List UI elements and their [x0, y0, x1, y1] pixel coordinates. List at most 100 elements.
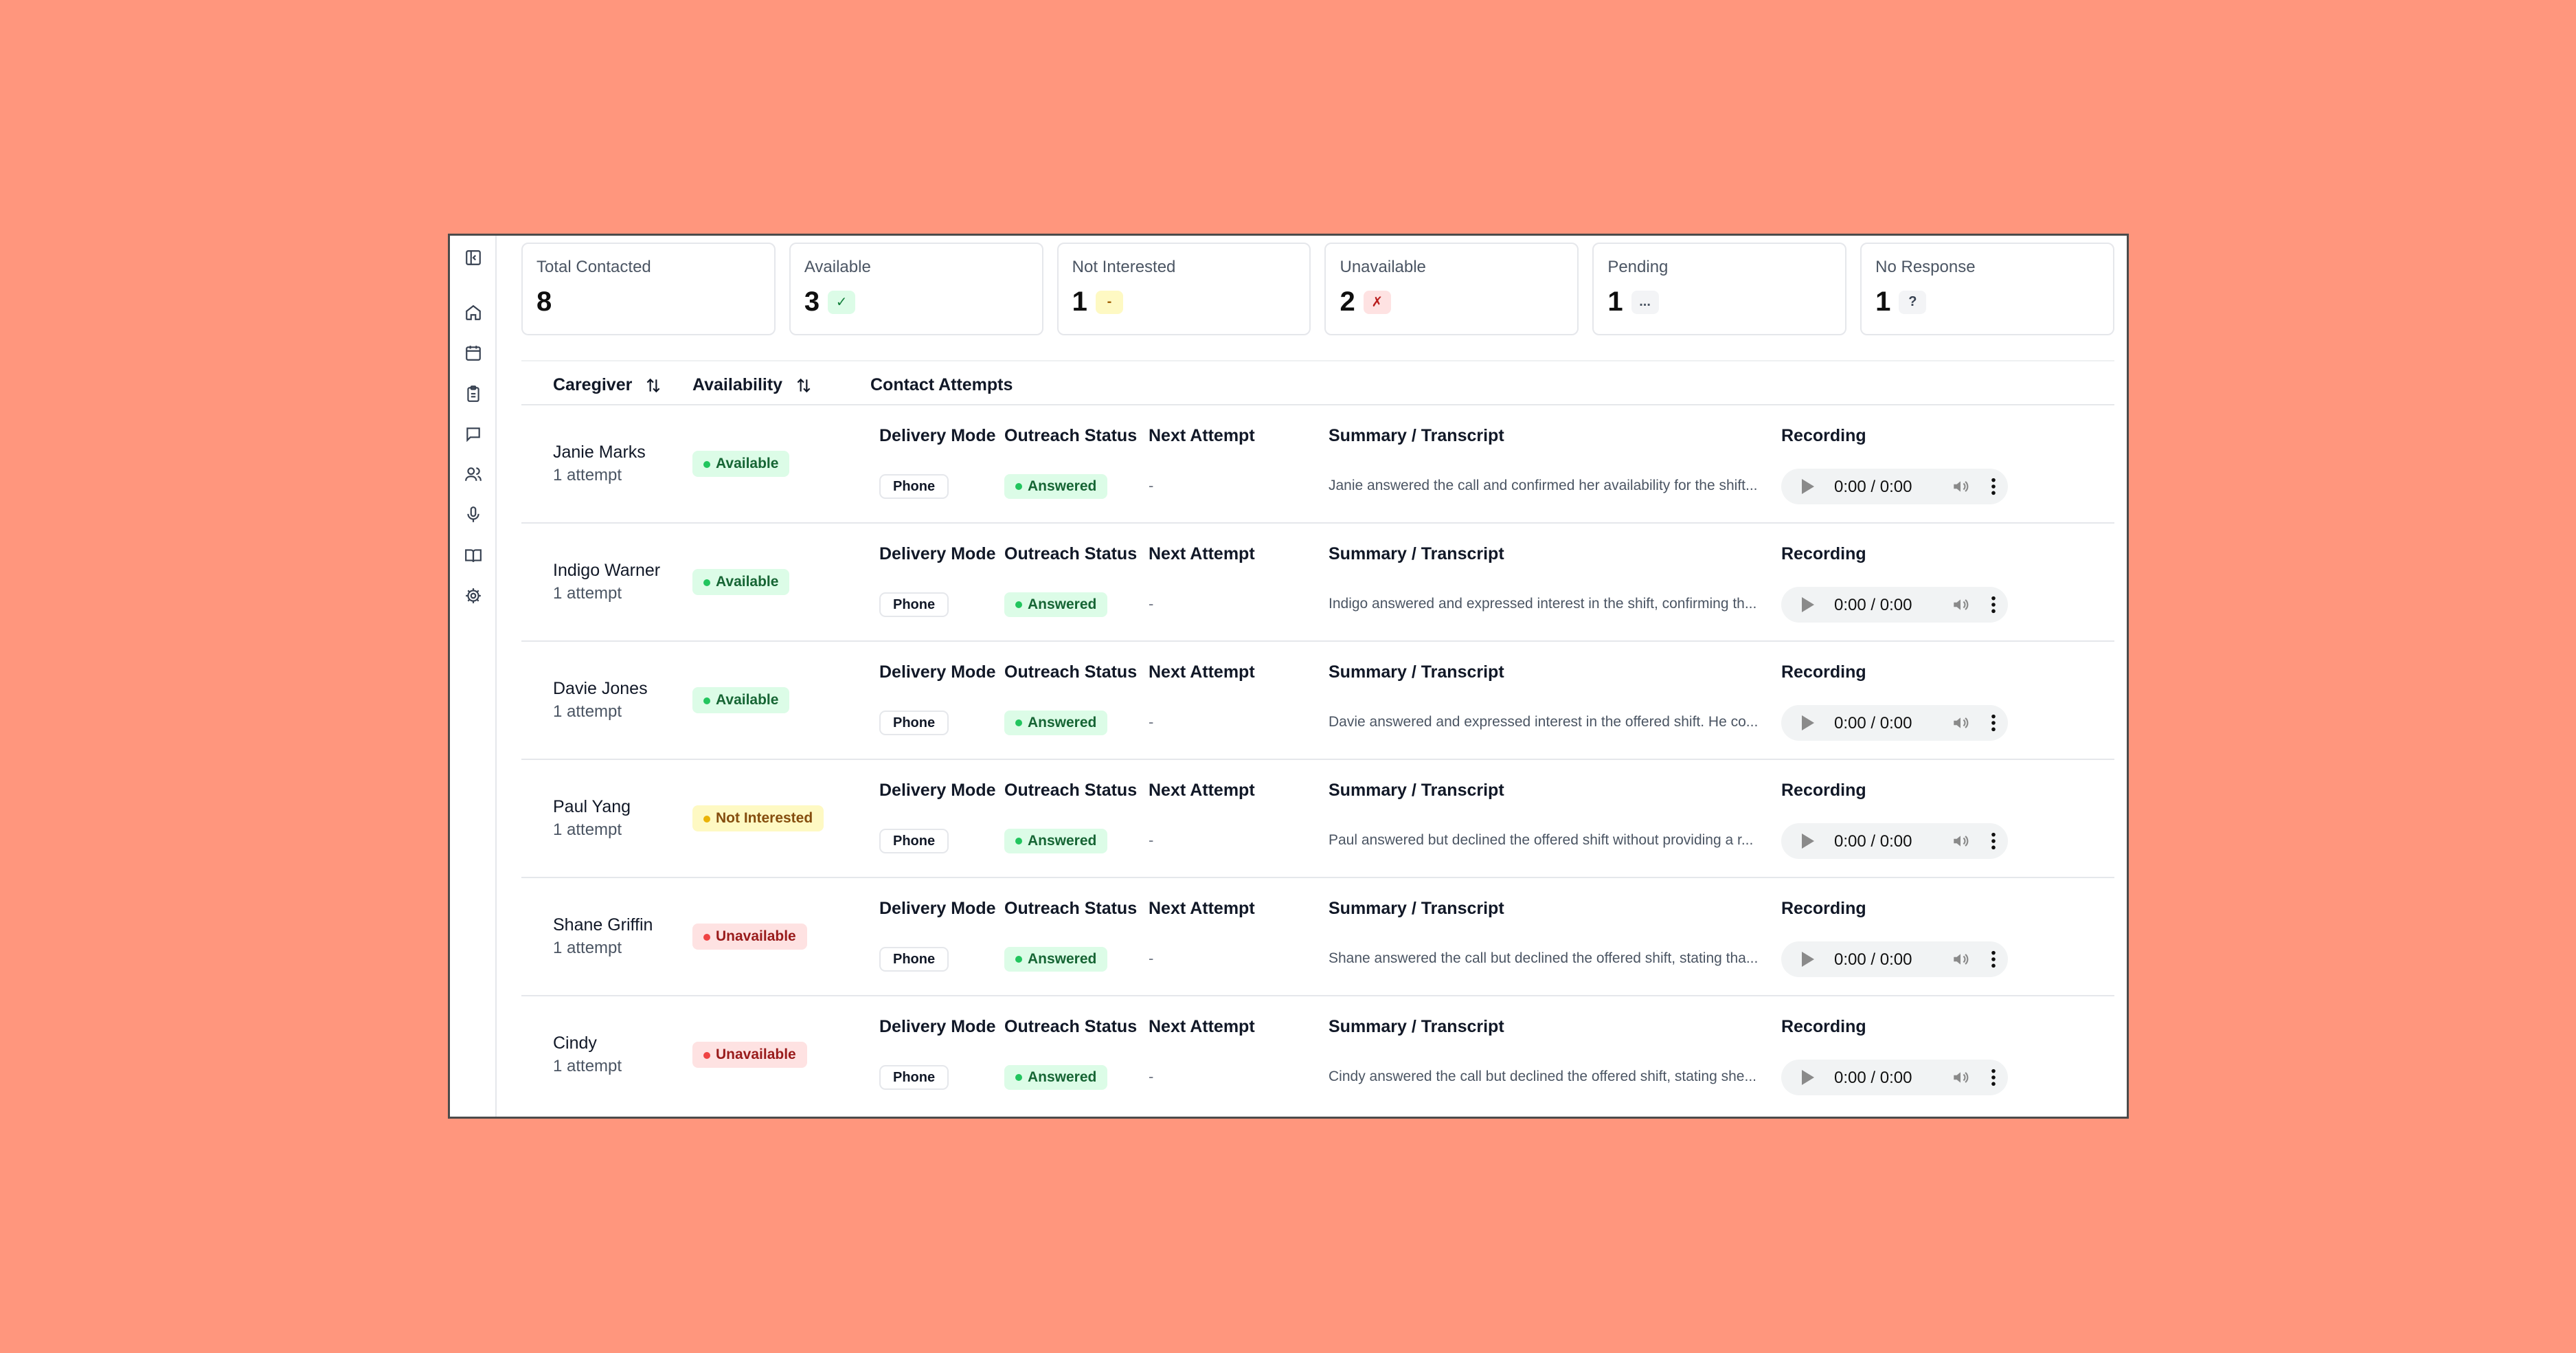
- player-options-icon[interactable]: [1990, 950, 1997, 969]
- availability-badge: Unavailable: [692, 924, 807, 950]
- outreach-status-label: Answered: [1028, 478, 1097, 494]
- delivery-mode-pill: Phone: [879, 829, 949, 853]
- availability-badge: Not Interested: [692, 805, 824, 831]
- sort-icon[interactable]: [795, 377, 813, 394]
- main-content: Total Contacted 8 Available 3 ✓ Not Inte…: [521, 243, 2114, 1117]
- next-attempt-value: -: [1149, 950, 1154, 967]
- table-row[interactable]: Indigo Warner 1 attempt Available Delive…: [521, 524, 2114, 642]
- recording-header: Recording: [1781, 544, 1866, 563]
- stat-label: Available: [804, 258, 871, 276]
- summary-text[interactable]: Paul answered but declined the offered s…: [1329, 832, 1754, 848]
- player-options-icon[interactable]: [1990, 831, 1997, 851]
- sidebar-toggle-icon[interactable]: [462, 246, 485, 269]
- play-icon[interactable]: [1802, 1070, 1814, 1085]
- next-attempt-value: -: [1149, 595, 1154, 612]
- availability-label: Not Interested: [716, 810, 813, 826]
- availability-badge: Available: [692, 451, 790, 477]
- app-window: Total Contacted 8 Available 3 ✓ Not Inte…: [448, 234, 2129, 1119]
- outreach-status-badge: Answered: [1004, 474, 1108, 499]
- table-row[interactable]: Davie Jones 1 attempt Available Delivery…: [521, 642, 2114, 760]
- table-header: Caregiver Availability Contact Attempts: [521, 360, 2114, 405]
- availability-column-header[interactable]: Availability: [692, 375, 813, 395]
- audio-player[interactable]: 0:00 / 0:00: [1781, 1060, 2008, 1095]
- delivery-mode-pill: Phone: [879, 1065, 949, 1090]
- audio-player[interactable]: 0:00 / 0:00: [1781, 587, 2008, 623]
- outreach-status-label: Answered: [1028, 1069, 1097, 1085]
- volume-icon[interactable]: [1952, 714, 1969, 732]
- status-dot: [1015, 956, 1022, 963]
- status-dot: [1015, 838, 1022, 845]
- caregiver-column-header[interactable]: Caregiver: [553, 375, 662, 395]
- outreach-status-header: Outreach Status: [1004, 662, 1138, 682]
- stat-badge: ?: [1899, 290, 1927, 314]
- outreach-status-header: Outreach Status: [1004, 426, 1138, 445]
- outreach-status-badge: Answered: [1004, 947, 1108, 972]
- player-options-icon[interactable]: [1990, 713, 1997, 733]
- status-dot: [703, 934, 710, 941]
- summary-text[interactable]: Janie answered the call and confirmed he…: [1329, 478, 1758, 493]
- stat-value: 8: [536, 287, 552, 317]
- availability-label: Available: [716, 692, 779, 708]
- volume-icon[interactable]: [1952, 596, 1969, 614]
- settings-icon[interactable]: [462, 584, 485, 607]
- volume-icon[interactable]: [1952, 1069, 1969, 1086]
- clipboard-icon[interactable]: [462, 382, 485, 405]
- summary-header: Summary / Transcript: [1329, 899, 1504, 918]
- audio-player[interactable]: 0:00 / 0:00: [1781, 469, 2008, 504]
- summary-header: Summary / Transcript: [1329, 781, 1504, 800]
- chat-icon[interactable]: [462, 423, 485, 446]
- attempt-count: 1 attempt: [553, 584, 622, 603]
- delivery-mode-header: Delivery Mode: [879, 781, 996, 800]
- availability-header-label: Availability: [692, 375, 783, 394]
- volume-icon[interactable]: [1952, 832, 1969, 850]
- audio-player[interactable]: 0:00 / 0:00: [1781, 823, 2008, 859]
- volume-icon[interactable]: [1952, 950, 1969, 968]
- play-icon[interactable]: [1802, 597, 1814, 612]
- outreach-status-label: Answered: [1028, 596, 1097, 612]
- caregiver-name: Indigo Warner: [553, 561, 661, 580]
- home-icon[interactable]: [462, 301, 485, 324]
- availability-label: Unavailable: [716, 1047, 796, 1062]
- table-row[interactable]: Cindy 1 attempt Unavailable Delivery Mod…: [521, 996, 2114, 1115]
- player-options-icon[interactable]: [1990, 477, 1997, 496]
- summary-text[interactable]: Shane answered the call but declined the…: [1329, 950, 1759, 966]
- sort-icon[interactable]: [644, 377, 662, 394]
- summary-text[interactable]: Indigo answered and expressed interest i…: [1329, 596, 1757, 612]
- stat-card: Not Interested 1 -: [1057, 243, 1311, 335]
- play-icon[interactable]: [1802, 952, 1814, 967]
- caregiver-name: Shane Griffin: [553, 915, 653, 935]
- table-row[interactable]: Paul Yang 1 attempt Not Interested Deliv…: [521, 760, 2114, 878]
- player-options-icon[interactable]: [1990, 1068, 1997, 1087]
- table-row[interactable]: Janie Marks 1 attempt Available Delivery…: [521, 405, 2114, 524]
- summary-text[interactable]: Davie answered and expressed interest in…: [1329, 714, 1759, 730]
- delivery-mode-pill: Phone: [879, 947, 949, 972]
- stat-value: 1: [1607, 287, 1623, 317]
- availability-label: Unavailable: [716, 928, 796, 944]
- outreach-status-header: Outreach Status: [1004, 544, 1138, 563]
- table-row[interactable]: Shane Griffin 1 attempt Unavailable Deli…: [521, 878, 2114, 996]
- contact-attempts-header-label: Contact Attempts: [870, 375, 1013, 394]
- status-dot: [703, 461, 710, 468]
- delivery-mode-pill: Phone: [879, 592, 949, 617]
- users-icon[interactable]: [462, 462, 485, 486]
- summary-text[interactable]: Cindy answered the call but declined the…: [1329, 1069, 1756, 1084]
- stat-badge: -: [1095, 290, 1123, 314]
- play-icon[interactable]: [1802, 715, 1814, 730]
- volume-icon[interactable]: [1952, 478, 1969, 495]
- status-dot: [1015, 719, 1022, 726]
- player-options-icon[interactable]: [1990, 595, 1997, 614]
- play-icon[interactable]: [1802, 479, 1814, 494]
- availability-label: Available: [716, 574, 779, 590]
- microphone-icon[interactable]: [462, 503, 485, 526]
- stat-badge: ✗: [1363, 290, 1391, 314]
- caregiver-header-label: Caregiver: [553, 375, 633, 394]
- play-icon[interactable]: [1802, 834, 1814, 849]
- book-icon[interactable]: [462, 544, 485, 567]
- next-attempt-header: Next Attempt: [1149, 899, 1255, 918]
- audio-player[interactable]: 0:00 / 0:00: [1781, 941, 2008, 977]
- playback-time: 0:00 / 0:00: [1834, 478, 1912, 496]
- calendar-icon[interactable]: [462, 342, 485, 365]
- audio-player[interactable]: 0:00 / 0:00: [1781, 705, 2008, 741]
- attempt-count: 1 attempt: [553, 939, 622, 957]
- status-dot: [1015, 601, 1022, 608]
